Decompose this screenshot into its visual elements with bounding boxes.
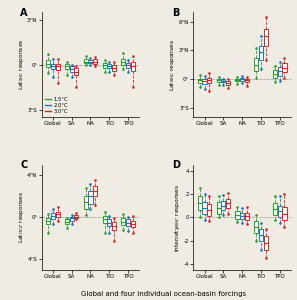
Bar (126, 63, 130, 68)
Bar (282, 63, 287, 72)
Bar (93, 59, 97, 64)
Bar (207, 78, 211, 83)
Bar (65, 220, 69, 224)
Bar (278, 67, 282, 76)
Bar (112, 222, 116, 230)
Y-axis label: Lat$_{ITCZ}$ responses: Lat$_{ITCZ}$ responses (17, 191, 26, 244)
Text: B: B (172, 8, 179, 18)
Text: D: D (172, 160, 180, 170)
Bar (235, 79, 239, 81)
Y-axis label: Lat$_{SHC}$ responses: Lat$_{SHC}$ responses (17, 39, 26, 90)
Bar (240, 78, 244, 81)
Text: Global and four individual ocean-basin forcings: Global and four individual ocean-basin f… (81, 291, 246, 297)
Bar (89, 191, 93, 204)
Bar (102, 216, 107, 223)
Bar (56, 212, 60, 217)
Bar (126, 220, 130, 226)
Bar (69, 66, 74, 72)
Bar (107, 64, 111, 68)
Bar (221, 201, 225, 210)
Bar (51, 64, 55, 69)
Bar (221, 80, 225, 82)
Bar (226, 81, 230, 85)
Bar (254, 58, 258, 71)
Text: A: A (20, 8, 28, 18)
Bar (217, 79, 221, 82)
Bar (121, 58, 126, 65)
Bar (46, 218, 50, 224)
Bar (74, 215, 78, 218)
Y-axis label: Intensity$_{NHC}$ responses: Intensity$_{NHC}$ responses (173, 183, 182, 251)
Bar (273, 70, 277, 78)
Bar (131, 220, 135, 227)
Bar (69, 217, 74, 220)
Bar (46, 60, 50, 67)
Bar (74, 68, 78, 75)
Bar (56, 64, 60, 70)
Bar (203, 202, 207, 214)
Bar (198, 79, 202, 83)
Bar (203, 79, 207, 84)
Bar (217, 202, 221, 214)
Bar (121, 218, 126, 225)
Bar (282, 207, 287, 220)
Bar (254, 221, 258, 232)
Legend: 1.5°C, 2.0°C, 3.0°C: 1.5°C, 2.0°C, 3.0°C (44, 97, 68, 115)
Text: C: C (20, 160, 27, 170)
Bar (273, 203, 277, 215)
Bar (264, 29, 268, 46)
Bar (198, 196, 202, 210)
Bar (84, 196, 88, 209)
Bar (107, 220, 111, 226)
Bar (89, 60, 93, 63)
Bar (65, 64, 69, 69)
Bar (131, 62, 135, 71)
Bar (278, 206, 282, 217)
Bar (226, 199, 230, 208)
Bar (240, 213, 244, 218)
Bar (235, 212, 239, 218)
Bar (51, 213, 55, 220)
Bar (264, 236, 268, 250)
Bar (245, 79, 249, 82)
Y-axis label: Lat$_{NHC}$ responses: Lat$_{NHC}$ responses (168, 39, 177, 91)
Bar (112, 65, 116, 71)
Bar (102, 63, 107, 68)
Bar (84, 59, 88, 63)
Bar (259, 229, 263, 241)
Bar (207, 205, 211, 216)
Bar (259, 46, 263, 60)
Bar (245, 213, 249, 220)
Bar (93, 186, 97, 196)
